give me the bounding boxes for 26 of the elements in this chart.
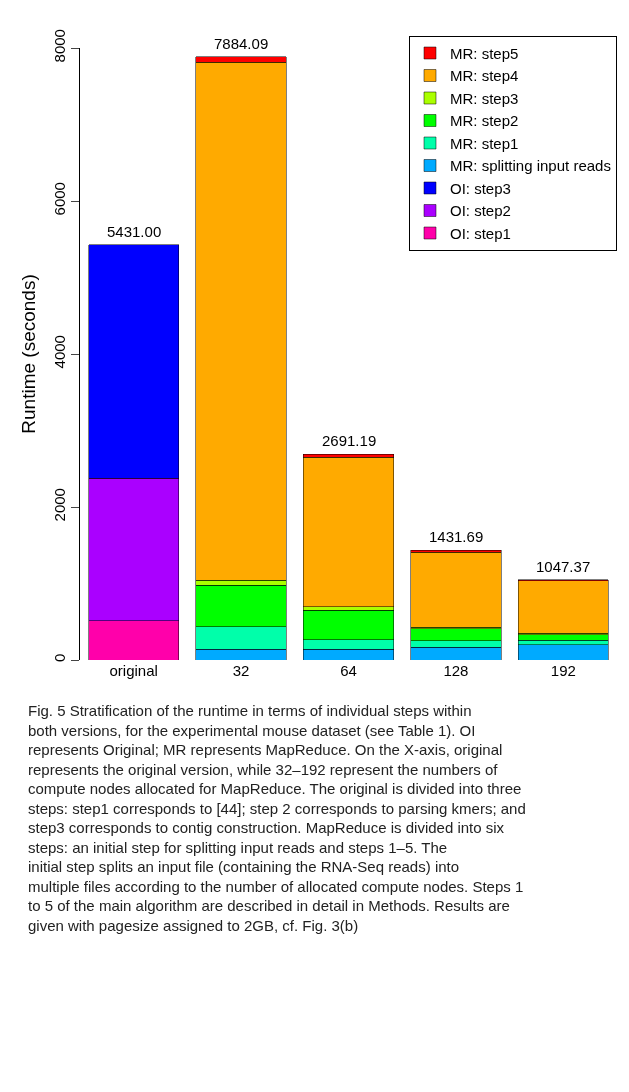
y-tick-label: 0: [51, 653, 68, 662]
total-label: 7884.09: [214, 35, 269, 52]
y-tick-label: 2000: [51, 488, 68, 522]
x-tick-label: 64: [340, 662, 357, 679]
legend-label: MR: step2: [450, 112, 519, 130]
legend-label: OI: step2: [450, 202, 511, 220]
total-label: 2691.19: [322, 432, 377, 449]
total-label: 1431.69: [429, 528, 484, 545]
legend-label: OI: step3: [450, 179, 511, 197]
total-label: 1047.37: [536, 558, 591, 575]
y-axis-title: Runtime (seconds): [17, 274, 39, 434]
legend-label: MR: step1: [450, 134, 519, 152]
x-tick-label: original: [109, 662, 158, 679]
x-tick-label: 32: [232, 662, 250, 679]
legend-label: MR: splitting input reads: [450, 157, 611, 175]
x-tick-label: 192: [550, 662, 576, 679]
y-tick-label: 6000: [51, 182, 68, 216]
legend-label: MR: step3: [450, 89, 519, 107]
x-tick-label: 128: [443, 662, 469, 679]
legend-label: OI: step1: [450, 224, 511, 242]
legend-label: MR: step4: [450, 67, 519, 85]
text: Fig. 5 Stratification of the runtime in terms of individual steps within both versions, for the experimental mouse dataset (see Table 1). OI represents Original; MR represents MapReduce. On the X-axis, original represents the original version, while 32–192 represent the numbers of compute nodes allocated for MapReduce. The original is divided into three steps: step1 corresponds to [44]; step 2 corresponds to parsing kmers; and step3 corresponds to contig construction. MapReduce is divided into six steps: an initial step for splitting input reads and steps 1–5. The initial step splits an input file (containing the RNA-Seq reads) into multiple files according to the number of allocated compute nodes. Steps 1 to 5 of the main algorithm are described in detail in Methods. Results are given with pagesize assigned to 2GB, cf. Fig. 3(b): [28, 702, 526, 934]
total-label: 5431.00: [107, 223, 162, 240]
y-tick-label: 8000: [51, 29, 68, 63]
y-tick-label: 4000: [51, 335, 68, 369]
legend-label: MR: step5: [450, 44, 519, 62]
